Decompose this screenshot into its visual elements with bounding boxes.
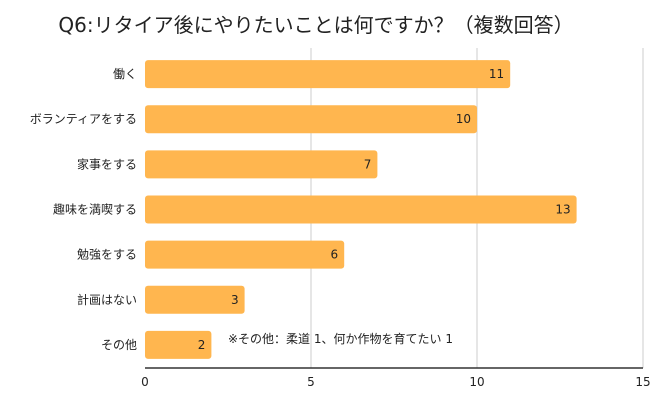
chart-title: Q6:リタイア後にやりたいことは何ですか？（複数回答） — [58, 13, 573, 37]
x-tick-label: 10 — [469, 375, 484, 389]
category-label: ボランティアをする — [30, 112, 137, 126]
bar — [145, 240, 345, 269]
category-label: 家事をする — [77, 156, 137, 171]
bar — [145, 105, 477, 134]
annotation: ※その他：柔道 1、何か作物を育てたい 1 — [228, 331, 453, 346]
category-label: 趣味を満喫する — [53, 202, 137, 217]
bar — [145, 60, 511, 89]
category-label: その他 — [101, 338, 137, 352]
data-label: 2 — [198, 338, 206, 352]
data-label: 6 — [331, 248, 339, 262]
bar — [145, 150, 378, 179]
category-label: 働く — [113, 67, 137, 81]
bar — [145, 330, 212, 359]
category-label: 勉強をする — [77, 248, 137, 262]
bar — [145, 195, 577, 224]
data-label: 7 — [364, 157, 372, 171]
x-tick-label: 15 — [635, 375, 650, 389]
data-label: 13 — [555, 203, 570, 217]
data-label: 11 — [489, 67, 504, 81]
x-tick-label: 5 — [307, 375, 315, 389]
data-label: 3 — [231, 293, 239, 307]
x-tick-label: 0 — [141, 375, 149, 389]
data-label: 10 — [456, 112, 471, 126]
bar — [145, 285, 245, 314]
category-label: 計画はない — [77, 292, 137, 307]
